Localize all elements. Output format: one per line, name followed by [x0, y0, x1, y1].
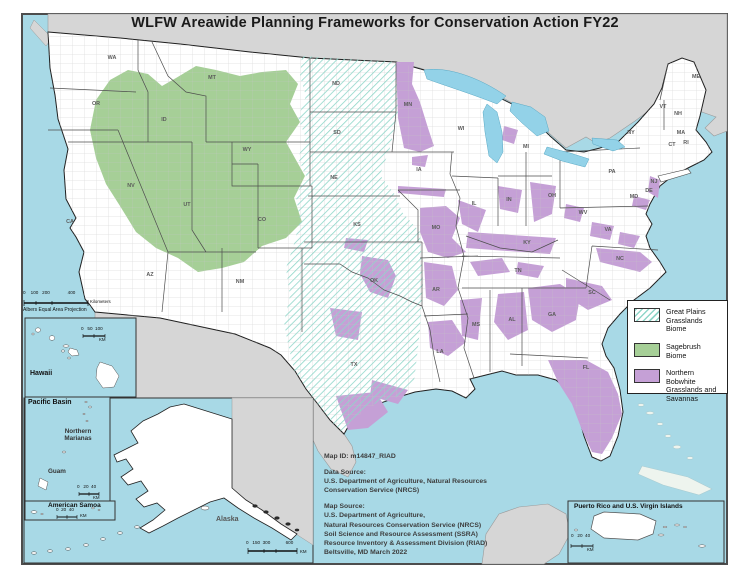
legend-label: Northern Bobwhite Grasslands and Savanna…	[666, 368, 717, 404]
mexico-landmass	[94, 311, 571, 565]
puerto-rico-inset	[567, 500, 725, 564]
bobwhite-swatch	[634, 369, 660, 384]
legend-item-bobwhite: Northern Bobwhite Grasslands and Savanna…	[634, 368, 722, 404]
american-samoa-inset	[24, 500, 116, 521]
legend-item-sagebrush: Sagebrush Biome	[634, 341, 722, 360]
legend-item-great-plains: Great Plains Grasslands Biome	[634, 307, 722, 334]
main-scalebar-line	[23, 300, 89, 306]
vancouver-island	[29, 19, 53, 47]
sagebrush-swatch	[634, 342, 660, 357]
legend-box: Great Plains Grasslands Biome Sagebrush …	[627, 300, 728, 403]
hawaii-inset	[24, 317, 137, 398]
legend-label: Sagebrush Biome	[666, 341, 701, 360]
great-plains-swatch	[634, 308, 660, 322]
long-island	[657, 168, 692, 183]
great-plains-region	[284, 56, 423, 434]
great-lakes	[423, 69, 626, 168]
pacific-basin-inset	[24, 396, 111, 502]
legend-label: Great Plains Grasslands Biome	[666, 307, 706, 334]
caribbean-islands	[637, 403, 713, 496]
state-borders	[48, 40, 669, 383]
